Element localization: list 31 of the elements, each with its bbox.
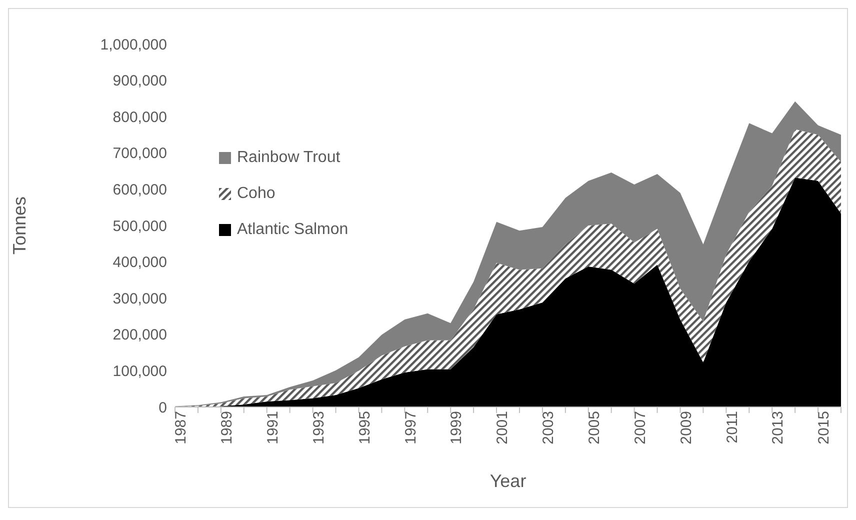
y-tick-label: 0 <box>158 399 167 416</box>
x-tick-label: 1991 <box>264 411 282 444</box>
legend-label: Atlantic Salmon <box>237 221 348 239</box>
x-tick-label: 2007 <box>632 411 649 444</box>
x-tick-label: 2015 <box>816 411 833 444</box>
y-tick-label: 800,000 <box>112 108 167 126</box>
y-tick-label: 1,000,000 <box>100 36 167 54</box>
x-tick-label: 2001 <box>494 411 512 444</box>
x-tick-label: 2005 <box>586 411 604 444</box>
x-tick-label: 2003 <box>540 411 558 444</box>
x-tick-label: 1989 <box>218 411 236 444</box>
x-tick-label: 1987 <box>172 411 190 444</box>
y-tick-label: 200,000 <box>112 326 167 344</box>
y-tick-label: 900,000 <box>112 72 167 90</box>
y-tick-label: 500,000 <box>112 218 167 235</box>
x-tick-label: 2011 <box>724 411 741 444</box>
x-tick-label: 1993 <box>310 411 328 444</box>
y-axis-title: Tonnes <box>9 196 30 255</box>
x-tick-label: 1997 <box>402 411 420 444</box>
y-tick-label: 400,000 <box>112 254 167 272</box>
y-tick-label: 100,000 <box>112 363 167 380</box>
legend-label: Rainbow Trout <box>237 149 340 167</box>
y-tick-label: 300,000 <box>112 290 167 308</box>
legend-label: Coho <box>237 185 276 203</box>
x-axis-title: Year <box>490 471 526 491</box>
y-tick-label: 600,000 <box>112 182 167 199</box>
x-tick-label: 1995 <box>356 411 374 444</box>
x-tick-label: 2013 <box>770 411 787 444</box>
y-tick-label: 700,000 <box>112 145 167 162</box>
x-tick-label: 1999 <box>448 411 466 444</box>
x-tick-label: 2009 <box>678 411 695 444</box>
